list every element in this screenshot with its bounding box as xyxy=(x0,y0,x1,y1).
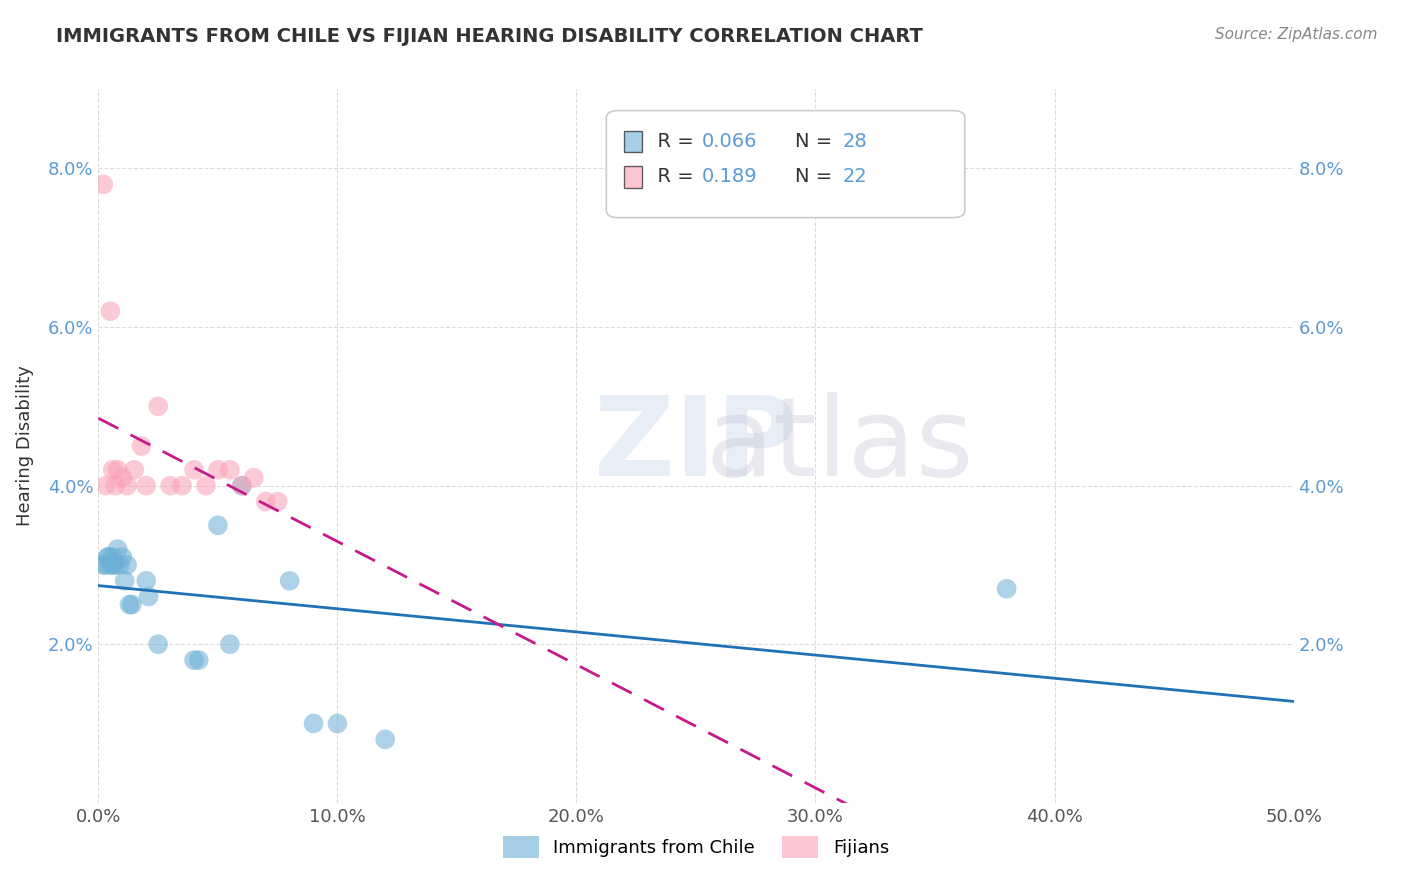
Point xyxy=(138,590,160,604)
Text: R =: R = xyxy=(644,168,700,186)
Text: 0.066: 0.066 xyxy=(702,132,758,151)
Point xyxy=(101,558,124,572)
Point xyxy=(97,549,120,564)
Point xyxy=(231,478,253,492)
Point xyxy=(995,582,1018,596)
Text: ZIP: ZIP xyxy=(595,392,797,500)
Point xyxy=(111,471,134,485)
Point xyxy=(108,558,131,572)
Point xyxy=(98,558,122,572)
Legend: Immigrants from Chile, Fijians: Immigrants from Chile, Fijians xyxy=(496,829,896,865)
FancyBboxPatch shape xyxy=(624,130,643,152)
Point xyxy=(219,637,242,651)
Text: N =: N = xyxy=(796,132,838,151)
Point xyxy=(121,598,143,612)
FancyBboxPatch shape xyxy=(606,111,965,218)
Text: N =: N = xyxy=(796,168,838,186)
Point xyxy=(183,463,205,477)
Point xyxy=(115,558,138,572)
Point xyxy=(326,716,349,731)
Point xyxy=(267,494,290,508)
Point xyxy=(101,463,124,477)
Point xyxy=(219,463,242,477)
Point xyxy=(114,574,136,588)
Point xyxy=(98,304,122,318)
Point xyxy=(207,518,229,533)
Text: 28: 28 xyxy=(844,132,868,151)
Point xyxy=(115,478,138,492)
Point xyxy=(91,178,114,192)
Point xyxy=(124,463,146,477)
Point xyxy=(131,439,153,453)
Point xyxy=(172,478,194,492)
Point xyxy=(254,494,277,508)
Point xyxy=(107,463,129,477)
Point xyxy=(243,471,266,485)
Text: Source: ZipAtlas.com: Source: ZipAtlas.com xyxy=(1215,27,1378,42)
Point xyxy=(104,558,127,572)
Point xyxy=(183,653,205,667)
Point xyxy=(207,463,229,477)
Point xyxy=(97,549,120,564)
Text: 0.189: 0.189 xyxy=(702,168,758,186)
Point xyxy=(107,542,129,557)
Text: R =: R = xyxy=(644,132,700,151)
Point xyxy=(135,574,157,588)
Point xyxy=(187,653,209,667)
Point xyxy=(148,400,170,414)
Point xyxy=(91,558,114,572)
FancyBboxPatch shape xyxy=(624,166,643,187)
Point xyxy=(101,549,124,564)
Point xyxy=(104,478,127,492)
Point xyxy=(135,478,157,492)
Point xyxy=(94,558,117,572)
Text: IMMIGRANTS FROM CHILE VS FIJIAN HEARING DISABILITY CORRELATION CHART: IMMIGRANTS FROM CHILE VS FIJIAN HEARING … xyxy=(56,27,924,45)
Point xyxy=(302,716,325,731)
Text: 22: 22 xyxy=(844,168,868,186)
Point xyxy=(148,637,170,651)
Point xyxy=(94,478,117,492)
Point xyxy=(374,732,396,747)
Text: atlas: atlas xyxy=(706,392,973,500)
Point xyxy=(195,478,218,492)
Point xyxy=(159,478,181,492)
Point xyxy=(118,598,141,612)
Y-axis label: Hearing Disability: Hearing Disability xyxy=(15,366,34,526)
Point xyxy=(111,549,134,564)
Point xyxy=(231,478,253,492)
Point xyxy=(278,574,301,588)
